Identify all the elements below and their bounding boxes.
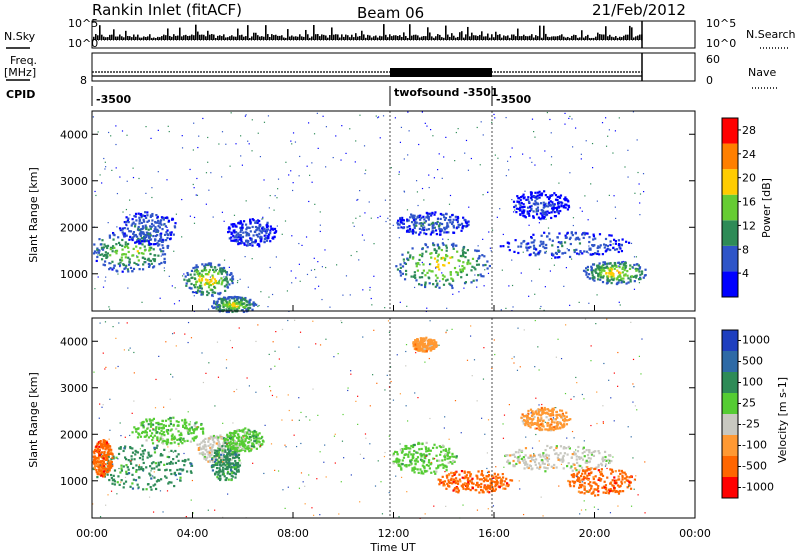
power-colorbar-tick: 16 <box>742 196 756 209</box>
nsearch-tick-low: 10^0 <box>706 37 736 50</box>
power-colorbar-label: Power [dB] <box>760 178 773 238</box>
freq-unit: [MHz] <box>4 66 36 79</box>
power-colorbar-tick: 12 <box>742 219 756 232</box>
velocity-panel: 1000 2000 3000 4000 00:00 04:00 08:00 12:00 16:… <box>27 305 711 554</box>
x-tick-label: 04:00 <box>177 527 209 540</box>
nsearch-label: N.Search <box>746 28 796 41</box>
y-tick-label: 4000 <box>60 335 88 348</box>
nsky-tick-high: 10^5 <box>68 17 98 30</box>
power-colorbar-swatch <box>722 118 738 144</box>
power-colorbar-swatch <box>722 194 738 221</box>
velocity-colorbar-swatch <box>722 393 738 414</box>
power-colorbar-swatch <box>722 169 738 195</box>
beam-title: Beam 06 <box>357 4 424 22</box>
velocity-y-ticks: 1000 2000 3000 4000 <box>60 335 695 488</box>
velocity-colorbar-tick: 100 <box>742 376 763 389</box>
y-tick-label: 1000 <box>60 475 88 488</box>
freq-tick: 8 <box>80 74 87 87</box>
velocity-colorbar-swatch <box>722 372 738 393</box>
nave-label: Nave <box>748 66 776 79</box>
freq-panel: 8 60 0 Freq. [MHz] Nave <box>4 52 778 89</box>
velocity-colorbar-tick: -25 <box>742 418 760 431</box>
cpid-row: CPID -3500 twofsound -3501 -3500 <box>6 86 532 106</box>
velocity-colorbar-swatch <box>722 477 738 498</box>
station-title: Rankin Inlet (fitACF) <box>92 1 242 19</box>
y-tick-label: 3000 <box>60 175 88 188</box>
velocity-colorbar-tick: -1000 <box>742 481 774 494</box>
velocity-colorbar-swatch <box>722 414 738 435</box>
nsky-label: N.Sky <box>4 30 36 43</box>
x-tick-label: 20:00 <box>579 527 611 540</box>
velocity-colorbar-swatch <box>722 435 738 456</box>
power-colorbar-tick: 24 <box>742 148 756 161</box>
x-tick-label: 00:00 <box>76 527 108 540</box>
velocity-data <box>92 318 646 519</box>
cpid-segment-1: -3500 <box>96 93 132 106</box>
cpid-label: CPID <box>6 88 35 101</box>
velocity-colorbar-tick: 500 <box>742 355 763 368</box>
velocity-colorbar-tick: 1000 <box>742 334 770 347</box>
freq-label: Freq. <box>10 54 37 67</box>
x-axis-label: Time UT <box>369 541 415 554</box>
y-tick-label: 1000 <box>60 268 88 281</box>
x-ticks: 00:00 04:00 08:00 12:00 16:00 20:00 00:00 <box>76 305 711 540</box>
velocity-colorbar-swatch <box>722 351 738 372</box>
nsky-bars <box>93 24 643 40</box>
velocity-colorbar-tick: -100 <box>742 439 767 452</box>
x-tick-label: 00:00 <box>679 527 711 540</box>
nave-tick-low: 0 <box>706 74 713 87</box>
power-colorbar-swatch <box>722 220 738 246</box>
nave-tick-high: 60 <box>706 53 720 66</box>
power-colorbar-tick: 8 <box>742 243 749 256</box>
y-tick-label: 3000 <box>60 382 88 395</box>
power-colorbar-tick: 28 <box>742 124 756 137</box>
power-data <box>92 111 647 314</box>
nsearch-tick-high: 10^5 <box>706 17 736 30</box>
velocity-colorbar-swatch <box>722 330 738 351</box>
x-tick-label: 08:00 <box>277 527 309 540</box>
cpid-segment-2: twofsound -3501 <box>394 86 498 99</box>
power-colorbar: Power [dB] 4 8 12 16 20 24 28 <box>721 117 773 298</box>
x-tick-label: 12:00 <box>378 527 410 540</box>
power-colorbar-swatch <box>722 271 738 297</box>
x-tick-label: 16:00 <box>478 527 510 540</box>
y-tick-label: 2000 <box>60 221 88 234</box>
y-tick-label: 2000 <box>60 428 88 441</box>
velocity-colorbar: Velocity [m s-1] 1000 500 100 25 -25 -100 -500… <box>721 329 789 499</box>
velocity-colorbar-tick: -500 <box>742 460 767 473</box>
cpid-segment-3: -3500 <box>496 93 532 106</box>
nsky-tick-low: 10^0 <box>68 37 98 50</box>
power-colorbar-swatch <box>722 143 738 170</box>
power-y-ticks: 1000 2000 3000 4000 <box>60 128 695 281</box>
velocity-colorbar-swatch <box>722 456 738 477</box>
velocity-colorbar-label: Velocity [m s-1] <box>776 377 789 463</box>
date-title: 21/Feb/2012 <box>592 1 686 19</box>
power-panel: 1000 2000 3000 4000 Slant Range [km] <box>27 110 696 314</box>
power-colorbar-swatch <box>722 245 738 272</box>
power-colorbar-tick: 4 <box>742 267 749 280</box>
power-colorbar-tick: 20 <box>742 172 756 185</box>
y-tick-label: 4000 <box>60 128 88 141</box>
velocity-colorbar-tick: 25 <box>742 397 756 410</box>
velocity-ylabel: Slant Range [km] <box>27 372 40 468</box>
power-ylabel: Slant Range [km] <box>27 167 40 263</box>
nsky-panel: 10^5 10^0 10^5 10^0 N.Sky N.Search <box>4 17 796 50</box>
